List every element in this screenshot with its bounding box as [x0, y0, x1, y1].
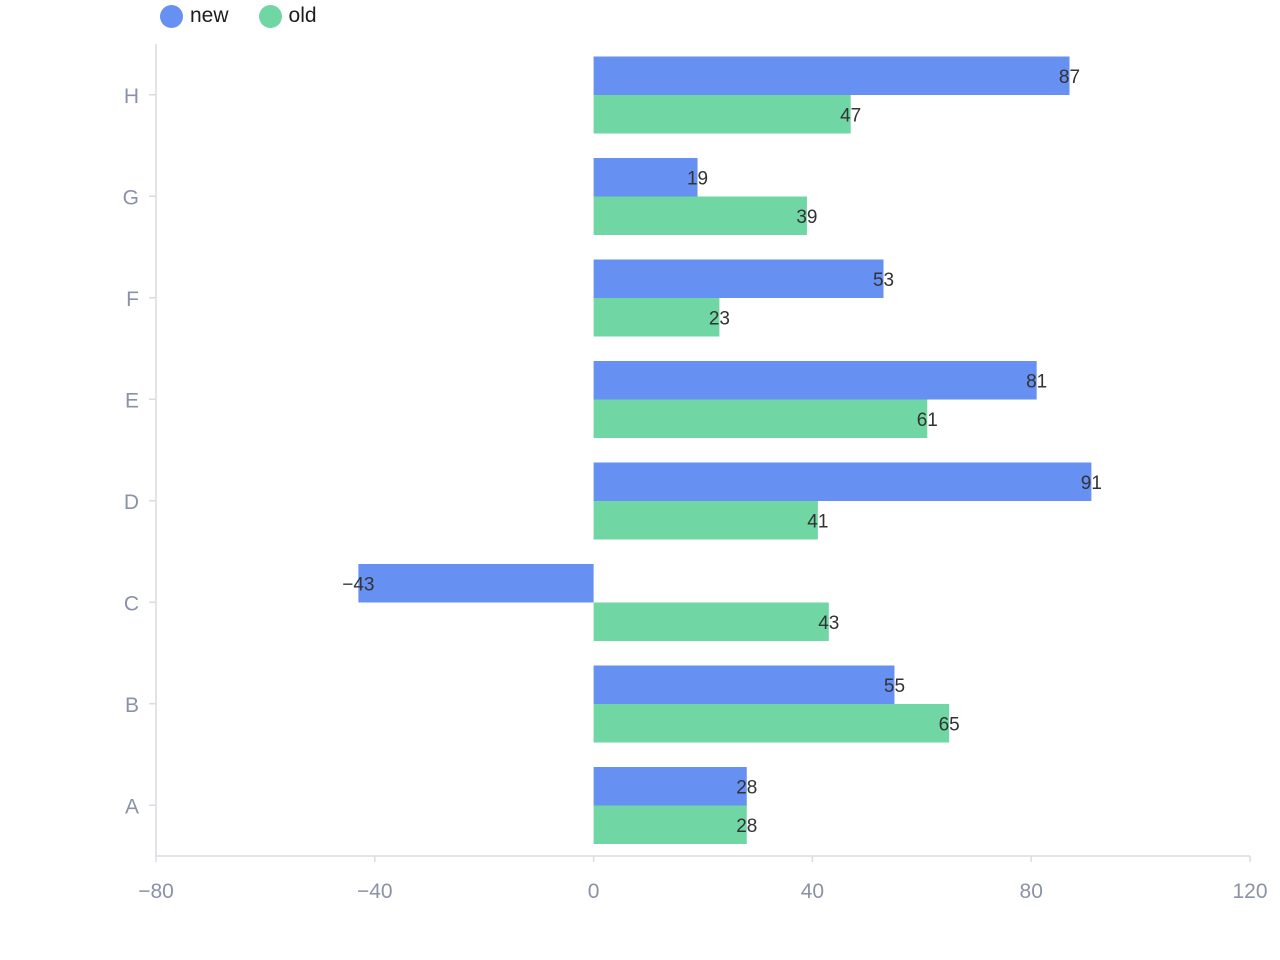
data-label-old-G: 39 — [796, 207, 817, 228]
data-label-old-C: 43 — [818, 613, 839, 634]
bar-old-D[interactable] — [593, 501, 818, 540]
y-tick-label: A — [125, 795, 139, 818]
bar-new-H[interactable] — [593, 56, 1070, 96]
data-label-old-F: 23 — [709, 308, 730, 329]
legend-marker-old — [258, 4, 282, 28]
y-tick-label: G — [123, 186, 139, 209]
legend-item-old[interactable]: old — [258, 4, 317, 28]
data-label-new-H: 87 — [1059, 67, 1080, 88]
data-label-old-H: 47 — [840, 105, 861, 126]
y-tick-label: H — [124, 85, 139, 108]
data-label-new-D: 91 — [1081, 473, 1102, 494]
legend-label-new: new — [190, 4, 229, 27]
data-label-old-E: 61 — [917, 410, 938, 431]
bar-new-F[interactable] — [593, 259, 884, 299]
legend-item-new[interactable]: new — [160, 4, 229, 28]
bar-old-H[interactable] — [593, 95, 851, 134]
bar-new-E[interactable] — [593, 361, 1037, 400]
x-tick-label: 120 — [1232, 880, 1267, 903]
data-label-new-C: −43 — [342, 574, 374, 595]
x-tick-label: 80 — [1020, 880, 1043, 903]
data-label-new-A: 28 — [736, 777, 757, 798]
x-tick-label: −80 — [138, 880, 174, 903]
bar-old-E[interactable] — [593, 399, 928, 439]
data-label-old-A: 28 — [736, 816, 757, 837]
bar-new-D[interactable] — [593, 462, 1092, 502]
bar-old-G[interactable] — [593, 196, 807, 236]
x-tick-label: −40 — [357, 880, 393, 903]
data-label-new-B: 55 — [884, 676, 905, 697]
bar-old-B[interactable] — [593, 704, 950, 743]
data-label-old-B: 65 — [939, 714, 960, 735]
y-tick-label: E — [125, 389, 139, 412]
bar-new-G[interactable] — [593, 158, 698, 197]
y-tick-label: B — [125, 694, 139, 717]
y-tick-label: D — [124, 491, 139, 514]
y-tick-label: F — [126, 288, 139, 311]
y-tick-label: C — [124, 592, 139, 615]
bar-new-C[interactable] — [358, 564, 594, 603]
data-label-new-G: 19 — [687, 168, 708, 189]
data-label-new-E: 81 — [1026, 371, 1047, 392]
bar-old-F[interactable] — [593, 298, 720, 337]
x-tick-label: 40 — [801, 880, 824, 903]
legend-label-old: old — [288, 4, 317, 27]
bar-new-B[interactable] — [593, 665, 895, 705]
data-label-new-F: 53 — [873, 270, 894, 291]
bar-old-A[interactable] — [593, 805, 747, 845]
data-label-old-D: 41 — [807, 511, 828, 532]
x-tick-label: 0 — [588, 880, 600, 903]
bar-old-C[interactable] — [593, 602, 829, 642]
bar-new-A[interactable] — [593, 767, 747, 806]
legend-marker-new — [160, 4, 183, 28]
legend: new old — [160, 3, 347, 29]
